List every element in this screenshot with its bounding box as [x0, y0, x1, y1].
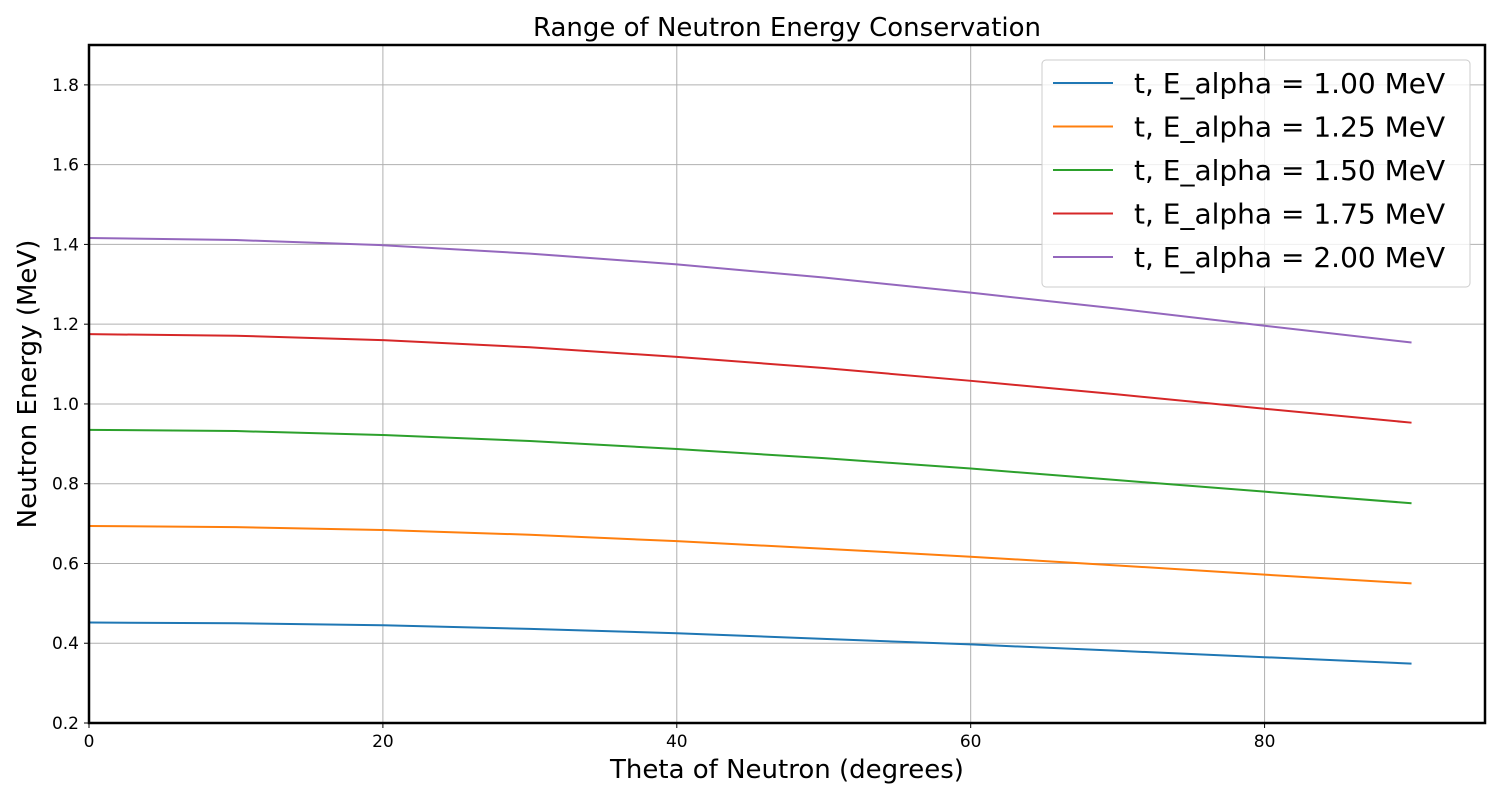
y-axis-title: Neutron Energy (MeV) — [13, 240, 43, 529]
legend-label: t, E_alpha = 1.25 MeV — [1134, 111, 1445, 144]
y-tick-label: 0.4 — [52, 634, 79, 654]
y-axis-ticks: 0.2 0.4 0.6 0.8 1.0 1.2 1.4 1.6 1.8 — [52, 76, 89, 734]
x-tick-label: 20 — [372, 732, 394, 752]
legend-label: t, E_alpha = 1.50 MeV — [1134, 154, 1445, 187]
x-axis-ticks: 0 20 40 60 80 — [84, 723, 1276, 752]
series-line-4 — [88, 333, 1412, 424]
series-line-2 — [88, 524, 1412, 585]
x-tick-label: 60 — [960, 732, 982, 752]
series-line-5 — [88, 237, 1412, 344]
legend-label: t, E_alpha = 1.75 MeV — [1134, 198, 1445, 231]
x-axis-title: Theta of Neutron (degrees) — [609, 755, 964, 785]
y-tick-label: 1.4 — [52, 235, 79, 255]
legend-box — [1041, 59, 1471, 288]
y-tick-label: 1.0 — [52, 395, 79, 415]
legend-label: t, E_alpha = 2.00 MeV — [1134, 241, 1445, 274]
plot-frame — [87, 43, 1487, 725]
x-tick-label: 0 — [84, 732, 95, 752]
x-tick-label: 40 — [666, 732, 688, 752]
series-lines — [88, 237, 1412, 665]
y-tick-label: 1.2 — [52, 315, 79, 335]
chart-title: Range of Neutron Energy Conservation — [533, 13, 1041, 43]
y-tick-label: 0.8 — [52, 475, 79, 495]
series-line-1 — [88, 621, 1412, 665]
series-line-3 — [88, 428, 1412, 505]
legend-label: t, E_alpha = 1.00 MeV — [1134, 67, 1445, 100]
y-tick-label: 1.6 — [52, 156, 79, 176]
legend: t, E_alpha = 1.00 MeV t, E_alpha = 1.25 M… — [1041, 59, 1471, 288]
y-tick-label: 0.2 — [52, 714, 79, 734]
x-tick-label: 80 — [1254, 732, 1276, 752]
y-tick-label: 1.8 — [52, 76, 79, 96]
y-tick-label: 0.6 — [52, 554, 79, 574]
